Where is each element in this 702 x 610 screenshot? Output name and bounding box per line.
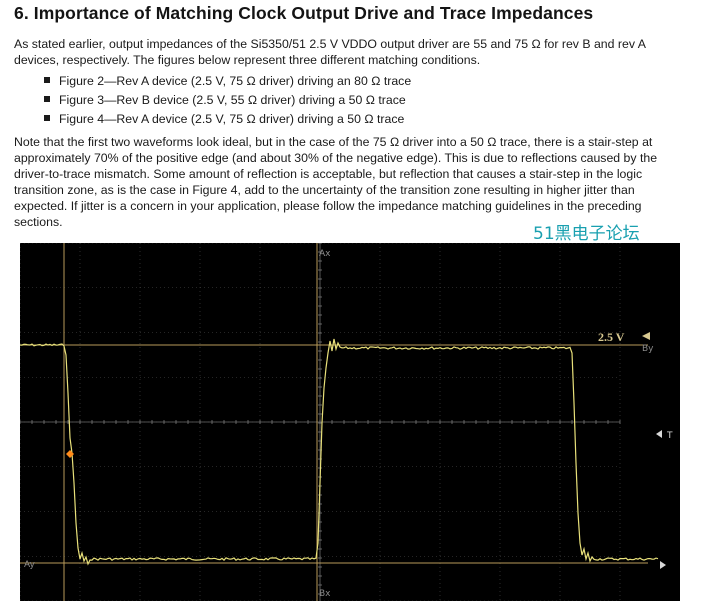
figure-list: Figure 2—Rev A device (2.5 V, 75 Ω drive… — [44, 72, 411, 129]
list-item-text: Figure 4—Rev A device (2.5 V, 75 Ω drive… — [59, 112, 405, 126]
list-item: Figure 2—Rev A device (2.5 V, 75 Ω drive… — [44, 72, 411, 91]
channel-marker-icon — [660, 561, 666, 569]
list-item: Figure 4—Rev A device (2.5 V, 75 Ω drive… — [44, 110, 411, 129]
cursor-ax-label: Ax — [319, 249, 331, 259]
intro-paragraph: As stated earlier, output impedances of … — [14, 37, 646, 67]
square-bullet-icon — [44, 115, 50, 121]
list-item: Figure 3—Rev B device (2.5 V, 55 Ω drive… — [44, 91, 411, 110]
list-item-text: Figure 2—Rev A device (2.5 V, 75 Ω drive… — [59, 74, 412, 88]
section-heading: 6. Importance of Matching Clock Output D… — [14, 3, 594, 23]
cursor-bx-label: Bx — [319, 589, 331, 599]
oscilloscope-screenshot: Ax Bx Ay By 2.5 V T — [20, 243, 680, 601]
note-paragraph: Note that the first two waveforms look i… — [14, 135, 658, 229]
trigger-arrow-icon — [656, 430, 662, 438]
cursor-by-label: By — [642, 344, 654, 354]
diamond-marker-icon — [66, 450, 74, 458]
oscilloscope-display: Ax Bx Ay By 2.5 V T — [20, 243, 680, 601]
square-bullet-icon — [44, 77, 50, 83]
scope-grid — [20, 243, 621, 601]
voltage-level-label: 2.5 V — [598, 330, 625, 344]
cursor-ay-label: Ay — [24, 560, 36, 570]
clock-waveform — [20, 338, 659, 566]
forum-watermark: 51黑电子论坛 — [533, 224, 640, 244]
list-item-text: Figure 3—Rev B device (2.5 V, 55 Ω drive… — [59, 93, 406, 107]
level-arrow-icon — [642, 332, 650, 340]
trigger-label: T — [666, 431, 673, 441]
square-bullet-icon — [44, 96, 50, 102]
